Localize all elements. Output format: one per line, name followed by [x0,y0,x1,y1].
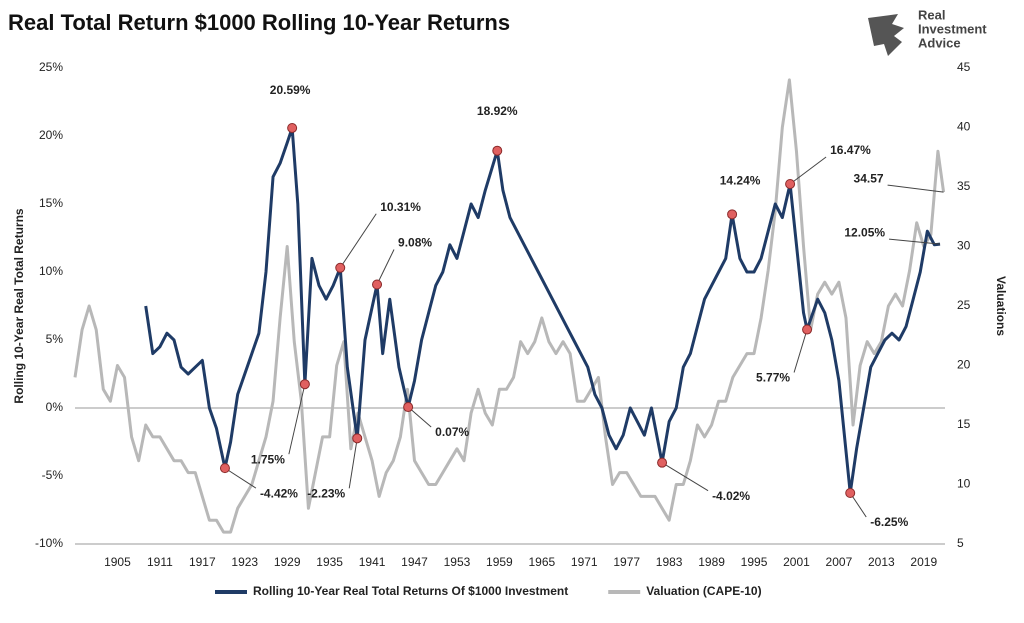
annotation-label: 20.59% [270,83,311,97]
annotation-label: 34.57 [854,171,884,185]
y2-tick-label: 25 [957,298,971,312]
annotation-label: 9.08% [398,236,432,250]
x-tick-label: 1923 [231,555,258,569]
logo-text: Advice [918,35,961,50]
series-line [73,78,946,534]
annotation-marker [372,279,383,290]
y2-tick-label: 40 [957,120,971,134]
leader-line [661,462,709,492]
annotation-label: -6.25% [870,515,908,529]
leader-line [887,184,944,193]
x-tick-label: 1905 [104,555,131,569]
annotation-marker [352,433,363,444]
y-tick-label: 15% [39,196,63,210]
annotation-label: -2.23% [307,486,345,500]
x-tick-label: 2013 [868,555,895,569]
logo-icon [868,14,904,56]
annotation-marker [335,262,346,273]
x-tick-label: 1965 [528,555,555,569]
y2-tick-label: 15 [957,417,971,431]
x-tick-label: 1995 [741,555,768,569]
x-tick-label: 1977 [613,555,640,569]
y-tick-label: -10% [35,536,63,550]
y2-tick-label: 20 [957,358,971,372]
y-tick-label: 0% [46,400,64,414]
y-tick-label: -5% [42,468,64,482]
x-tick-label: 1959 [486,555,513,569]
logo-text: Investment [918,21,987,36]
annotation-label: 12.05% [844,225,885,239]
leader-line [407,406,432,428]
legend-label: Valuation (CAPE-10) [646,584,761,598]
y2-axis-label: Valuations [994,276,1008,336]
annotation-label: 5.77% [756,371,790,385]
x-tick-label: 2007 [826,555,853,569]
annotation-marker [657,457,668,468]
y2-tick-label: 30 [957,239,971,253]
annotation-marker [403,402,414,413]
annotation-marker [785,179,796,190]
chart-title: Real Total Return $1000 Rolling 10-Year … [8,10,510,35]
annotation-marker [727,209,738,220]
x-tick-label: 1917 [189,555,216,569]
y-tick-label: 25% [39,60,63,74]
annotation-label: 10.31% [380,200,421,214]
y2-tick-label: 10 [957,477,971,491]
y-tick-label: 20% [39,128,63,142]
leader-line [288,384,306,455]
leader-line [348,438,358,489]
x-tick-label: 1929 [274,555,301,569]
annotation-marker [492,145,503,156]
leader-line [888,238,941,245]
annotation-marker [845,488,856,498]
leader-line [793,329,808,373]
leader-line [224,467,257,489]
y-tick-label: 5% [46,332,64,346]
x-tick-label: 2001 [783,555,810,569]
annotation-marker [287,122,298,133]
annotation-marker [802,324,813,335]
annotation-marker [299,379,310,390]
annotation-label: -4.02% [712,489,750,503]
annotation-label: 14.24% [720,174,761,188]
x-tick-label: 1947 [401,555,428,569]
y-tick-label: 10% [39,264,63,278]
leader-line [339,213,377,269]
annotation-label: 16.47% [830,143,871,157]
x-tick-label: 1953 [444,555,471,569]
annotation-label: 1.75% [251,452,285,466]
y2-tick-label: 5 [957,536,964,550]
logo-text: Real [918,7,945,22]
y-axis-label: Rolling 10-Year Real Total Returns [12,208,26,403]
annotation-marker [219,463,230,474]
x-tick-label: 2019 [910,555,937,569]
legend-label: Rolling 10-Year Real Total Returns Of $1… [253,584,568,598]
x-tick-label: 1941 [359,555,386,569]
x-tick-label: 1983 [656,555,683,569]
annotation-label: 18.92% [477,104,518,118]
x-tick-label: 1911 [147,555,173,569]
x-tick-label: 1989 [698,555,725,569]
leader-line [376,249,395,285]
series-line [144,126,941,495]
x-tick-label: 1971 [571,555,598,569]
y2-tick-label: 45 [957,60,971,74]
annotation-label: 0.07% [435,425,469,439]
annotation-label: -4.42% [260,486,298,500]
x-tick-label: 1935 [316,555,343,569]
leader-line [789,156,827,185]
y2-tick-label: 35 [957,179,971,193]
